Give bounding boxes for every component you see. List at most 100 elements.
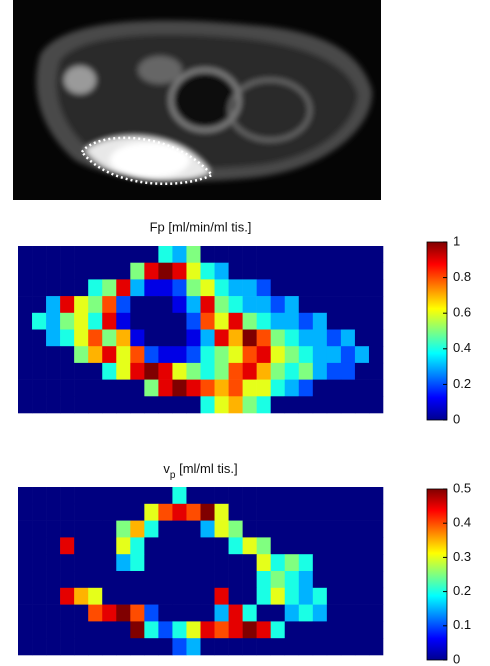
- heatmap-cell: [270, 520, 286, 538]
- heatmap-cell: [172, 296, 187, 314]
- heatmap-cell: [200, 329, 215, 347]
- heatmap-cell: [130, 638, 145, 656]
- heatmap-cell: [256, 246, 271, 263]
- heatmap-cell: [242, 520, 257, 538]
- heatmap-cell: [46, 604, 61, 622]
- heatmap-cell: [102, 487, 117, 505]
- heatmap-cell: [368, 279, 384, 297]
- heatmap-cell: [228, 621, 243, 639]
- heatmap-cell: [102, 503, 117, 521]
- heatmap-cell: [74, 346, 89, 364]
- heatmap-cell: [354, 554, 370, 572]
- heatmap-cell: [60, 554, 75, 572]
- heatmap-cell: [158, 487, 173, 505]
- heatmap-cell: [228, 262, 243, 280]
- heatmap-cell: [284, 246, 300, 263]
- heatmap-cell: [340, 246, 356, 263]
- heatmap-cell: [186, 312, 201, 330]
- heatmap-cell: [18, 554, 33, 572]
- heatmap-cell: [130, 520, 145, 538]
- heatmap-cell: [298, 537, 314, 555]
- heatmap-cell: [354, 621, 370, 639]
- heatmap-cell: [18, 312, 33, 330]
- heatmap-cell: [228, 571, 243, 589]
- heatmap-cell: [60, 329, 75, 347]
- heatmap-cell: [326, 296, 342, 314]
- heatmap-cell: [368, 587, 384, 605]
- heatmap-cell: [74, 312, 89, 330]
- heatmap-cell: [102, 621, 117, 639]
- heatmap-cell: [74, 621, 89, 639]
- heatmap-cell: [32, 487, 47, 505]
- heatmap-cell: [200, 312, 215, 330]
- heatmap-cell: [172, 537, 187, 555]
- heatmap-cell: [18, 346, 33, 364]
- heatmap-cell: [172, 503, 187, 521]
- heatmap-cell: [144, 296, 159, 314]
- heatmap-cell: [130, 587, 145, 605]
- heatmap-cell: [242, 279, 257, 297]
- heatmap-cell: [368, 537, 384, 555]
- heatmap-cell: [60, 587, 75, 605]
- heatmap-cell: [116, 571, 131, 589]
- heatmap-cell: [326, 279, 342, 297]
- heatmap-cell: [284, 379, 300, 397]
- heatmap-cell: [298, 279, 314, 297]
- heatmap-cell: [102, 296, 117, 314]
- heatmap-cell: [18, 279, 33, 297]
- heatmap-cell: [172, 520, 187, 538]
- heatmap-cell: [214, 587, 229, 605]
- heatmap-cell: [130, 362, 145, 380]
- heatmap-cell: [228, 487, 243, 505]
- heatmap-cell: [340, 571, 356, 589]
- heatmap-cell: [256, 296, 271, 314]
- heatmap-cell: [18, 520, 33, 538]
- heatmap-cell: [102, 587, 117, 605]
- heatmap-cell: [200, 571, 215, 589]
- heatmap-cell: [340, 396, 356, 414]
- heatmap-cell: [298, 554, 314, 572]
- heatmap-cell: [200, 246, 215, 263]
- heatmap-cell: [46, 396, 61, 414]
- heatmap-cell: [340, 296, 356, 314]
- heatmap-cell: [326, 554, 342, 572]
- heatmap-cell: [312, 537, 328, 555]
- heatmap-cell: [172, 312, 187, 330]
- heatmap-cell: [242, 312, 257, 330]
- heatmap-cell: [256, 503, 271, 521]
- heatmap-cell: [18, 329, 33, 347]
- heatmap-cell: [326, 329, 342, 347]
- heatmap-cell: [32, 329, 47, 347]
- heatmap-cell: [116, 379, 131, 397]
- heatmap-cell: [284, 520, 300, 538]
- heatmap-cell: [298, 604, 314, 622]
- heatmap-cell: [158, 329, 173, 347]
- heatmap-cell: [46, 279, 61, 297]
- heatmap-cell: [368, 487, 384, 505]
- heatmap-cell: [60, 638, 75, 656]
- heatmap-cell: [130, 621, 145, 639]
- heatmap-cell: [46, 379, 61, 397]
- heatmap-cell: [186, 396, 201, 414]
- heatmap-cell: [228, 312, 243, 330]
- heatmap-cell: [144, 487, 159, 505]
- heatmap-cell: [116, 520, 131, 538]
- heatmap-cell: [60, 503, 75, 521]
- heatmap-cell: [284, 296, 300, 314]
- heatmap-cell: [228, 296, 243, 314]
- heatmap-cell: [116, 262, 131, 280]
- heatmap-cell: [242, 571, 257, 589]
- heatmap-cell: [354, 346, 370, 364]
- heatmap-cell: [74, 604, 89, 622]
- heatmap-cell: [102, 246, 117, 263]
- heatmap-cell: [158, 587, 173, 605]
- heatmap-cell: [200, 604, 215, 622]
- heatmap-cell: [144, 262, 159, 280]
- heatmap-cell: [158, 554, 173, 572]
- heatmap-cell: [270, 554, 286, 572]
- heatmap-cell: [186, 262, 201, 280]
- heatmap-cell: [270, 638, 286, 656]
- heatmap-cell: [326, 487, 342, 505]
- colorbar-tick-label: 0: [453, 411, 460, 426]
